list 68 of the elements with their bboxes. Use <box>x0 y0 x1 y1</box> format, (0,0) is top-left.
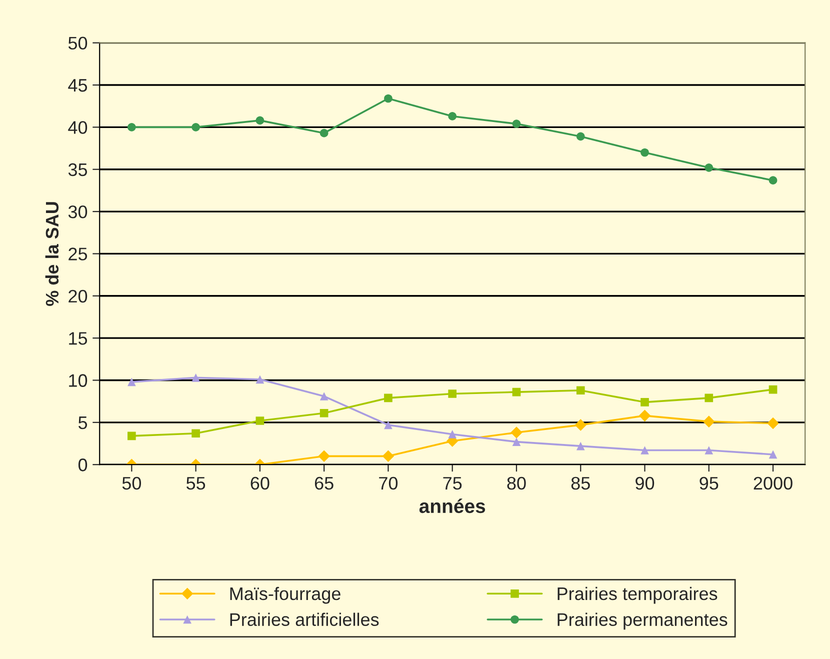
point <box>192 123 200 132</box>
point <box>704 164 714 172</box>
x-tick-label: 60 <box>250 476 270 490</box>
y-tick-label: 40 <box>68 121 88 134</box>
point <box>704 394 714 402</box>
point <box>320 408 328 418</box>
point <box>576 386 585 395</box>
y-tick-label: 50 <box>68 36 88 50</box>
y-tick-label: 0 <box>78 458 88 472</box>
legend-label: Maïs-fourrage <box>230 586 340 604</box>
x-tick-label: 70 <box>379 476 398 490</box>
y-axis-title: % de la SAU <box>45 202 59 306</box>
y-tick-label: 35 <box>68 163 88 176</box>
point <box>128 378 136 386</box>
point <box>640 398 649 406</box>
legend-label: Prairies artificielles <box>230 612 379 626</box>
point <box>640 148 649 157</box>
x-tick-label: 55 <box>186 477 206 490</box>
x-tick-label: 50 <box>122 476 142 490</box>
point <box>320 392 328 400</box>
point <box>128 123 136 132</box>
point <box>576 442 585 450</box>
point <box>512 438 521 446</box>
y-tick-label: 30 <box>68 205 88 218</box>
legend-label: Prairies permanentes <box>558 612 728 630</box>
y-tick-label: 10 <box>69 374 88 387</box>
point <box>768 176 778 184</box>
point <box>640 446 649 454</box>
point <box>638 410 651 422</box>
point <box>768 450 778 459</box>
point <box>767 417 779 430</box>
x-tick-label: 85 <box>571 476 590 490</box>
point <box>512 120 521 128</box>
y-tick-label: 5 <box>78 416 88 430</box>
x-axis-title: années <box>419 498 486 514</box>
point <box>384 420 392 430</box>
point <box>192 429 200 438</box>
y-tick-label: 20 <box>68 290 88 303</box>
point <box>448 430 457 438</box>
point <box>382 450 394 462</box>
point <box>574 419 587 431</box>
point <box>576 132 585 141</box>
point <box>128 432 136 440</box>
point <box>318 450 330 462</box>
y-tick-label: 15 <box>69 332 88 345</box>
x-tick-label: 2000 <box>754 476 792 490</box>
point <box>448 390 457 398</box>
y-tick-label: 25 <box>68 248 88 260</box>
legend-label: Prairies temporaires <box>558 586 718 604</box>
y-tick-label: 45 <box>68 79 88 92</box>
point <box>384 394 392 402</box>
x-tick-label: 95 <box>700 476 718 490</box>
x-tick-label: 90 <box>636 476 654 490</box>
x-tick-label: 65 <box>314 476 334 490</box>
point <box>448 112 457 120</box>
point <box>320 128 328 138</box>
point <box>256 416 264 425</box>
point <box>512 388 521 396</box>
x-tick-label: 80 <box>507 476 526 490</box>
point <box>256 116 264 125</box>
x-tick-label: 75 <box>443 477 462 490</box>
point <box>703 416 715 428</box>
point <box>256 375 264 384</box>
point <box>510 426 522 438</box>
point <box>704 446 714 454</box>
point <box>192 374 200 382</box>
point <box>384 94 392 103</box>
point <box>768 385 778 394</box>
